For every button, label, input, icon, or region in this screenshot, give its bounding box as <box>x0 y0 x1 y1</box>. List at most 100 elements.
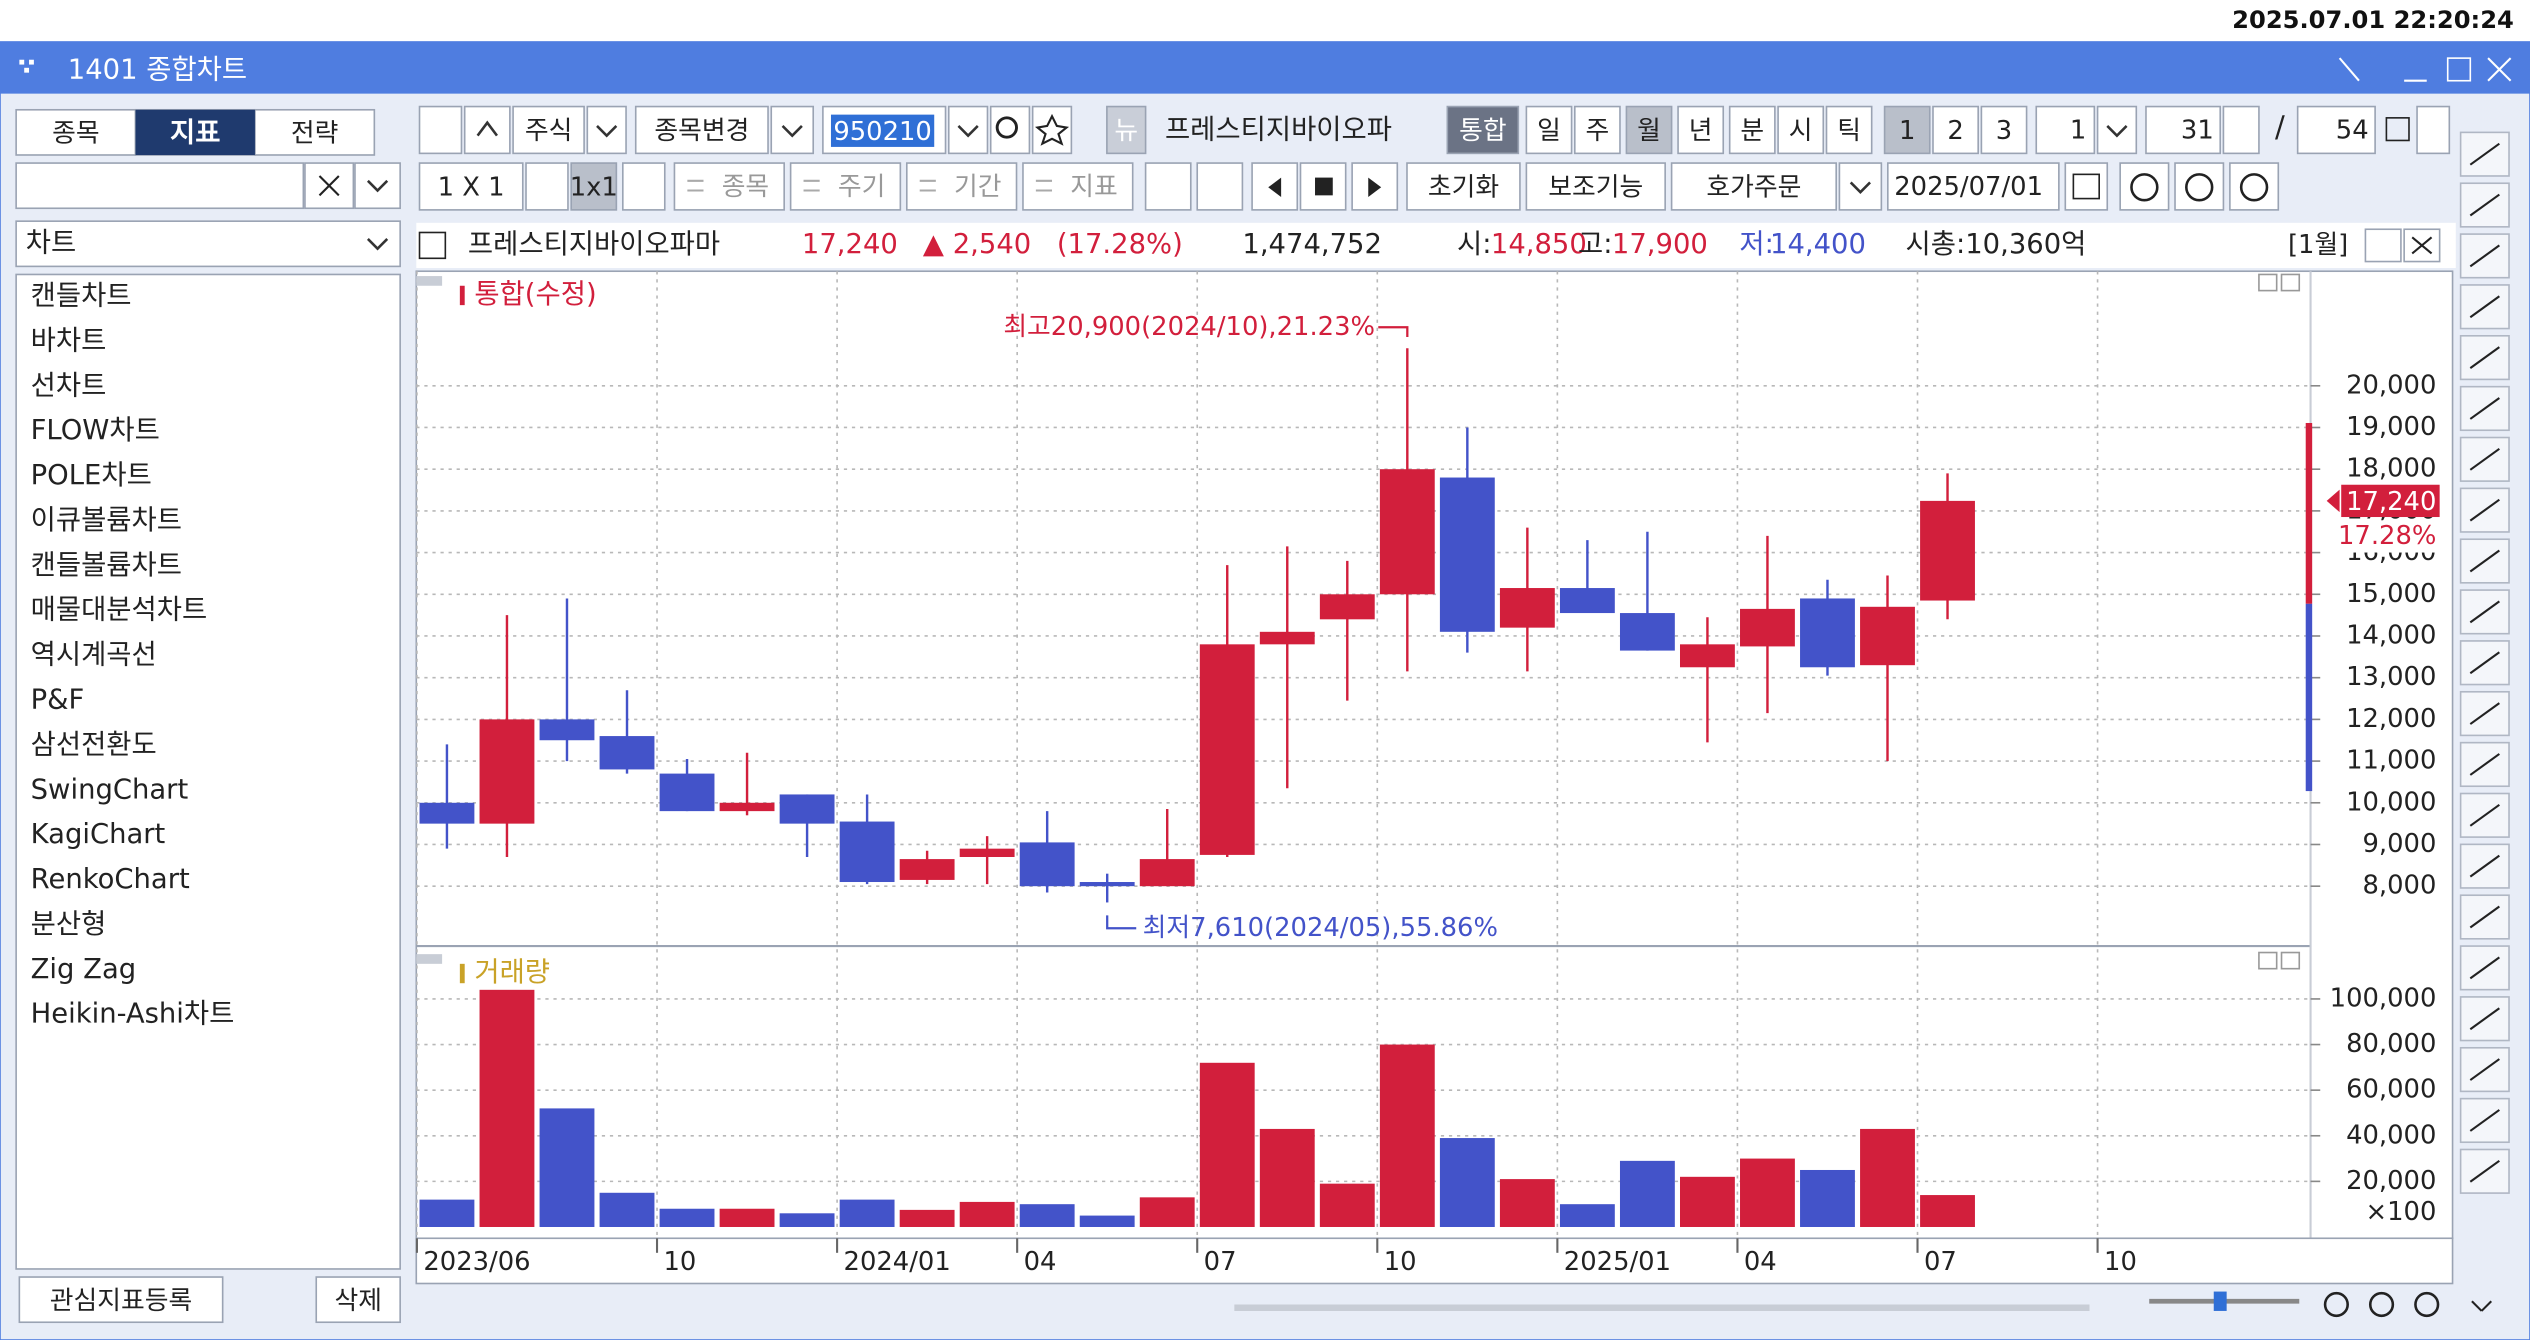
button[interactable] <box>2096 105 2138 155</box>
tab-label[interactable]: 종목 <box>52 118 99 148</box>
period-button[interactable] <box>1777 105 1825 155</box>
period-button-label[interactable]: 시 <box>1789 116 1813 146</box>
button[interactable] <box>1406 162 1521 211</box>
button[interactable] <box>512 105 585 155</box>
total-text[interactable]: 54 <box>2336 115 2369 145</box>
register-button-label[interactable]: 관심지표등록 <box>50 1286 192 1316</box>
tool-button[interactable] <box>2229 162 2280 211</box>
chart-list-item[interactable]: P&F <box>31 684 85 715</box>
code-text[interactable]: 950210 <box>833 117 932 147</box>
chevron[interactable] <box>596 125 618 138</box>
period-button-label[interactable]: 주 <box>1586 116 1610 146</box>
link-button[interactable] <box>905 162 1018 211</box>
chart-list-item[interactable]: FLOW차트 <box>31 415 160 446</box>
link-label[interactable]: 종목 <box>722 172 769 202</box>
panel-control[interactable] <box>2258 273 2278 292</box>
tool-icon-button[interactable] <box>2459 741 2510 788</box>
button-label[interactable]: 주식 <box>525 116 572 146</box>
chevron[interactable] <box>1849 181 1871 194</box>
chart-list-item[interactable]: KagiChart <box>31 819 166 850</box>
range-text[interactable]: 31 <box>2181 115 2214 145</box>
dropdown-button[interactable] <box>354 162 401 210</box>
period-button-label[interactable]: 일 <box>1537 116 1561 146</box>
button[interactable] <box>622 162 666 211</box>
chart-list-item[interactable]: 이큐볼륨차트 <box>31 505 182 536</box>
chevron[interactable] <box>781 125 803 138</box>
button[interactable] <box>418 105 463 155</box>
count-text[interactable]: 1 <box>2070 115 2086 145</box>
calendar-button[interactable] <box>2064 162 2109 211</box>
button-label[interactable]: 종목변경 <box>654 116 749 146</box>
delete-button-label[interactable]: 삭제 <box>334 1286 381 1316</box>
search-input[interactable] <box>15 162 305 210</box>
spinner[interactable] <box>2222 105 2260 155</box>
checkbox[interactable] <box>418 231 447 260</box>
tab-selected[interactable] <box>135 109 255 155</box>
chart-list-item[interactable]: 매물대분석차트 <box>31 595 208 626</box>
period-button-label[interactable]: 틱 <box>1837 116 1861 146</box>
chevron[interactable] <box>366 179 389 193</box>
period-button-label[interactable]: 분 <box>1740 116 1764 146</box>
button[interactable] <box>586 105 627 155</box>
button[interactable] <box>770 105 815 155</box>
chart-dropdown[interactable] <box>15 220 401 268</box>
chart-list-item[interactable]: 바차트 <box>31 325 107 356</box>
link-label[interactable]: 기간 <box>954 172 1001 202</box>
link-label[interactable]: 지표 <box>1070 172 1117 202</box>
chart-list-item[interactable]: RenkoChart <box>31 864 190 895</box>
button[interactable] <box>1525 162 1666 211</box>
news-button[interactable] <box>1106 105 1147 155</box>
button[interactable] <box>1838 162 1883 211</box>
tab-label[interactable]: 지표 <box>170 117 220 148</box>
zoom-button[interactable] <box>2368 1291 2395 1318</box>
zoom-button[interactable] <box>2323 1291 2349 1318</box>
tool-icon-button[interactable] <box>2459 233 2510 279</box>
chart-list-item[interactable]: 캔들차트 <box>31 281 132 312</box>
total-input[interactable] <box>2296 105 2376 155</box>
combined-button-label[interactable]: 통합 <box>1459 116 1506 146</box>
panel-button[interactable] <box>2364 228 2402 263</box>
period-button[interactable] <box>1728 105 1776 155</box>
period-button[interactable] <box>1825 105 1873 155</box>
chevron[interactable] <box>2106 125 2128 138</box>
chart-list-item[interactable]: 선차트 <box>31 370 107 401</box>
link-button[interactable] <box>673 162 785 211</box>
button-label[interactable]: 보조기능 <box>1548 173 1643 203</box>
favorite-button[interactable] <box>1031 105 1073 155</box>
period-button[interactable] <box>1677 105 1725 155</box>
chart-list-item[interactable]: Zig Zag <box>31 954 137 985</box>
tool-button[interactable] <box>2119 162 2170 211</box>
nav-button[interactable] <box>1144 162 1192 211</box>
layout-button-label[interactable]: 1x1 <box>570 173 618 203</box>
tab[interactable] <box>254 108 376 156</box>
combined-button[interactable] <box>1446 105 1520 155</box>
panel-control[interactable] <box>2280 951 2301 970</box>
zoom-thumb[interactable] <box>2213 1291 2227 1311</box>
range-input[interactable] <box>2145 105 2222 155</box>
page-button-label[interactable]: 1 <box>1899 116 1915 146</box>
period-button[interactable] <box>1525 105 1573 155</box>
chart-list-item[interactable]: POLE차트 <box>31 460 152 491</box>
grid-button[interactable] <box>525 162 569 211</box>
layout-button[interactable] <box>570 162 618 211</box>
nav-button[interactable] <box>1196 162 1244 211</box>
chart-list-item[interactable]: 역시계곡선 <box>31 640 157 671</box>
button[interactable] <box>1670 162 1837 211</box>
news-button-label[interactable]: 뉴 <box>1114 116 1138 146</box>
panel-control[interactable] <box>2280 273 2301 292</box>
tab-label[interactable]: 전략 <box>291 118 338 148</box>
zoom-button[interactable] <box>2414 1291 2440 1318</box>
page-button-label[interactable]: 3 <box>1996 116 2012 146</box>
link-button[interactable] <box>789 162 902 211</box>
chevron[interactable] <box>366 238 389 251</box>
button[interactable] <box>418 162 524 211</box>
chart-list-item[interactable]: Heikin-Ashi차트 <box>31 999 235 1030</box>
window-icon[interactable] <box>2385 117 2410 142</box>
button-label[interactable]: 초기화 <box>1428 173 1499 203</box>
period-button-label[interactable]: 월 <box>1637 116 1661 146</box>
period-button-label[interactable]: 년 <box>1689 116 1713 146</box>
chart-list-item[interactable]: 삼선전환도 <box>31 729 157 760</box>
date-text[interactable]: 2025/07/01 <box>1894 172 2043 202</box>
period-button[interactable] <box>1625 105 1673 155</box>
chart-list-item[interactable]: 캔들볼륨차트 <box>31 550 182 581</box>
